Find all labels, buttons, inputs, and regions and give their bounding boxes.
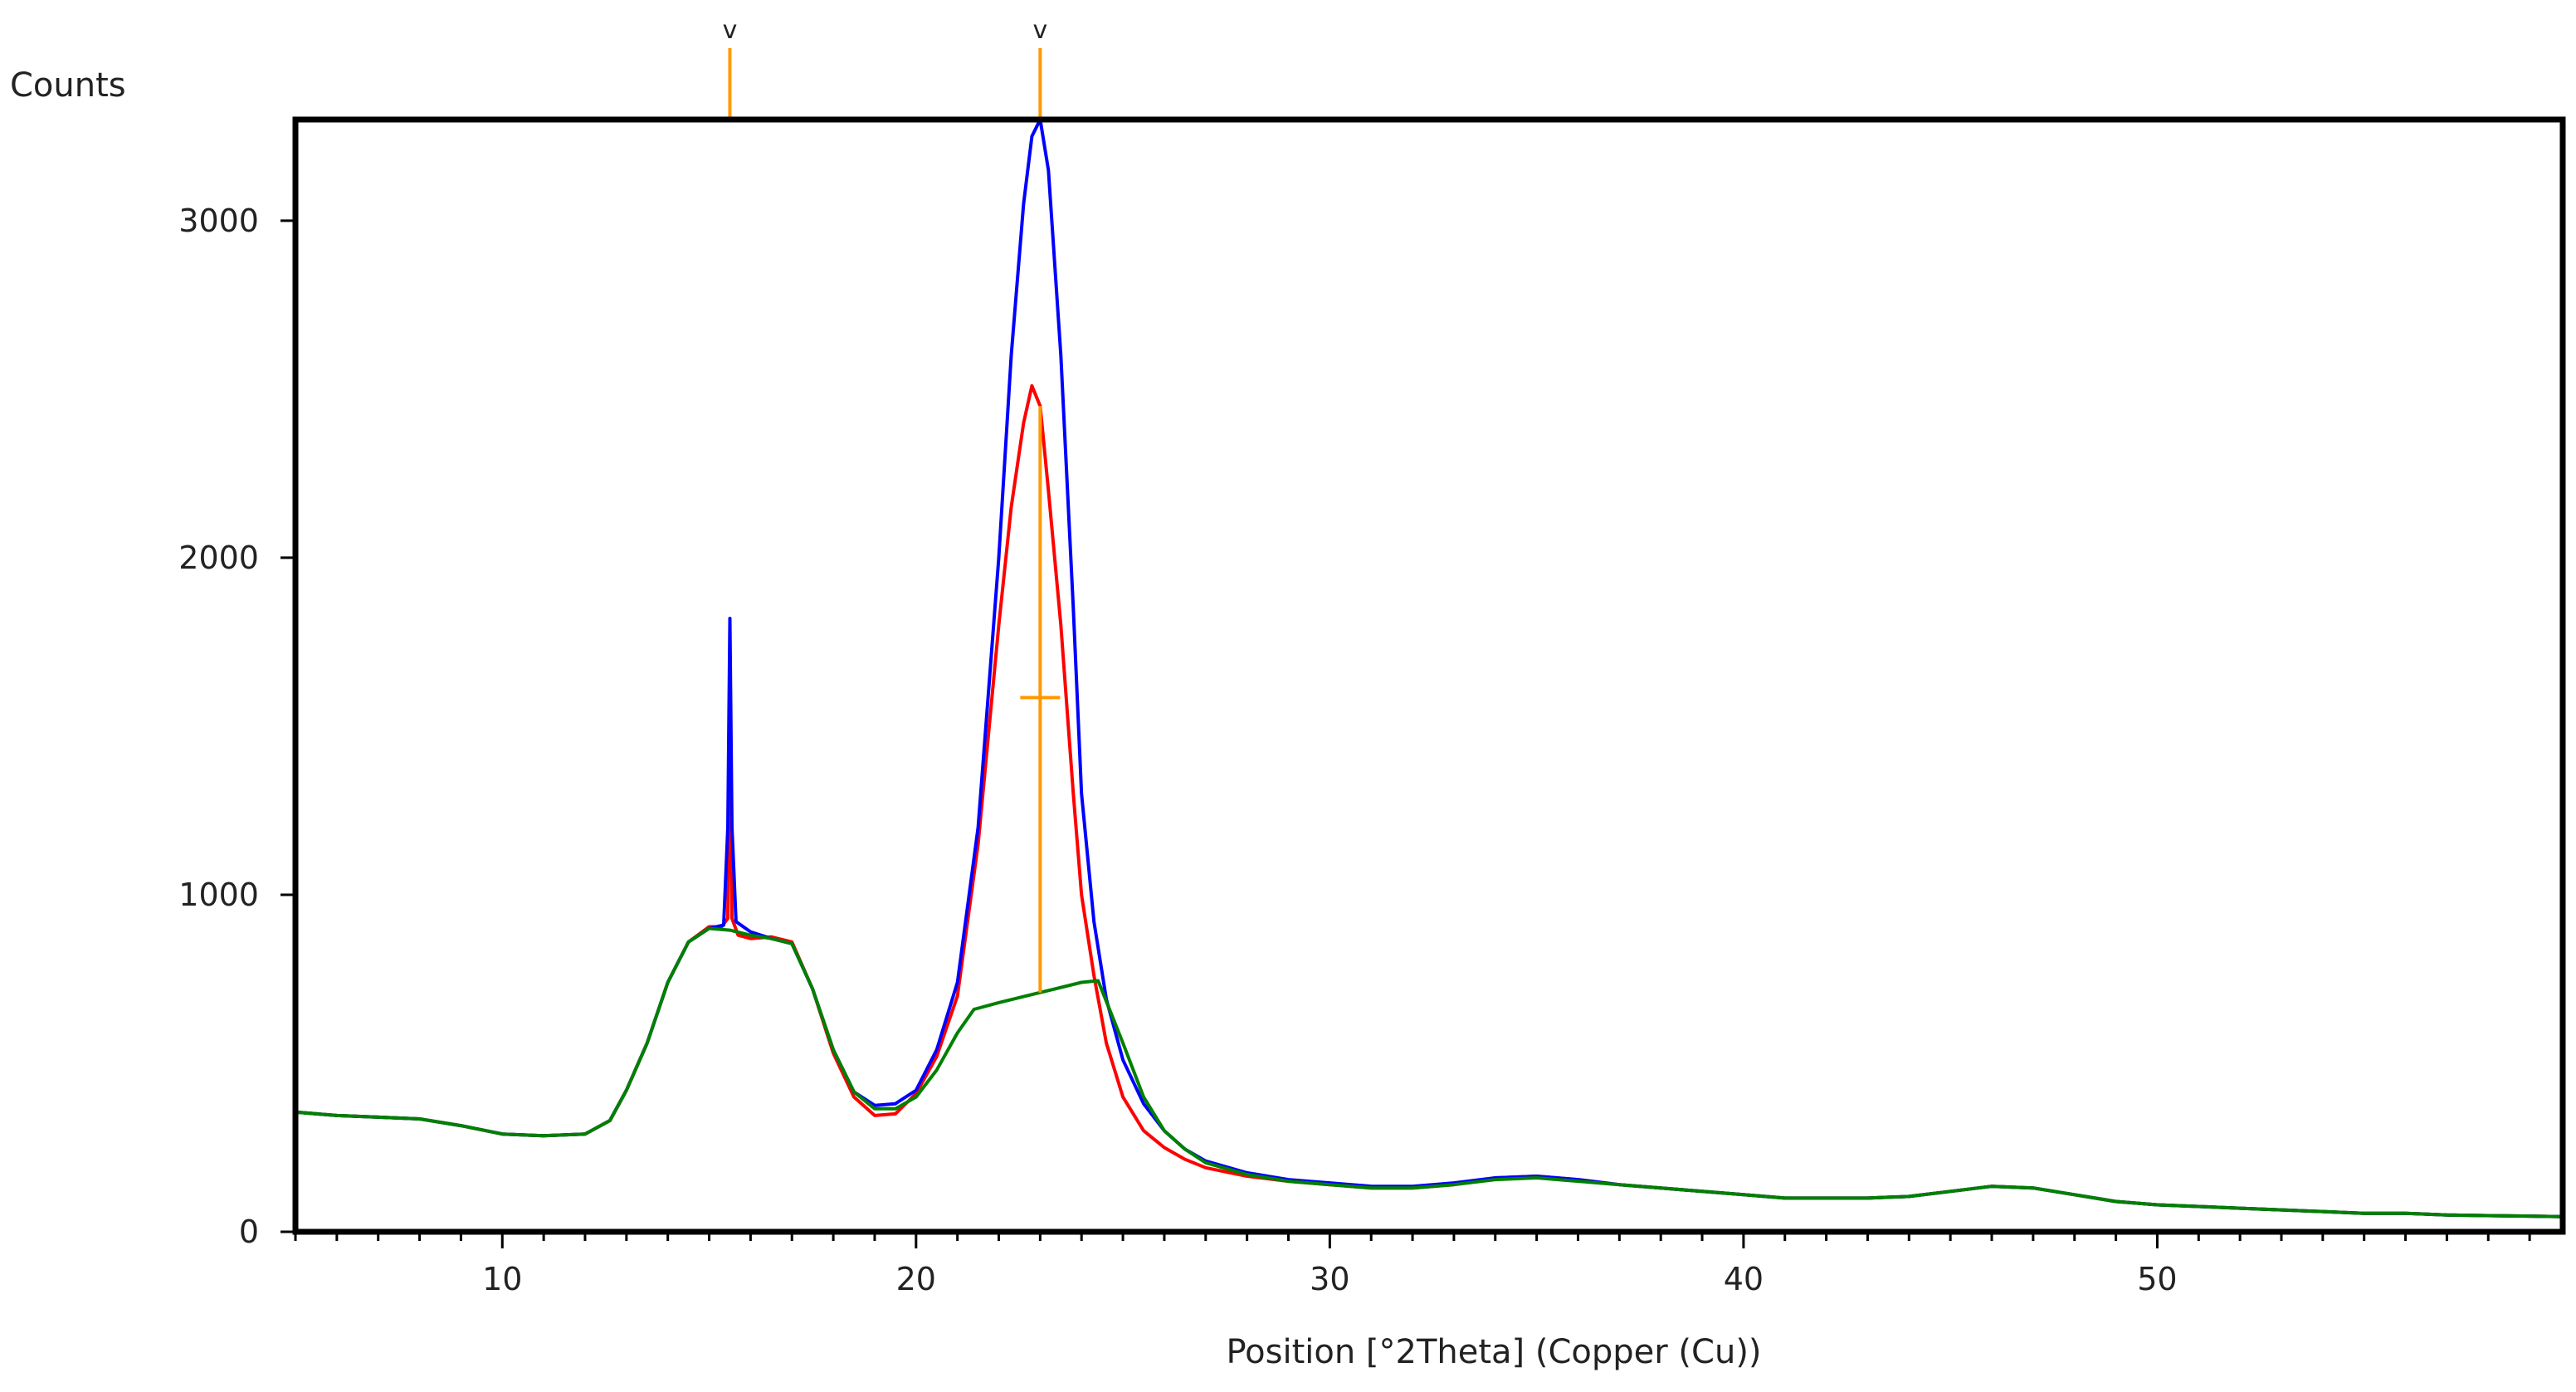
y-tick-label: 2000 (178, 540, 259, 576)
y-tick-label: 1000 (178, 877, 259, 913)
peak-fit-layer (1020, 406, 1061, 993)
calculated-series-line (295, 118, 2564, 1219)
observed-series-line (295, 383, 2564, 1219)
x-tick-label: 20 (896, 1261, 936, 1297)
peak-marker-label: v (1032, 16, 1047, 45)
background-series-line (295, 926, 2564, 1219)
tick-layer: 10 20 30 40 50 0 1000 2000 3000 (178, 203, 2531, 1297)
x-tick-label: 30 (1310, 1261, 1349, 1297)
peak-marker-label: v (723, 16, 738, 45)
x-tick-label: 40 (1724, 1261, 1764, 1297)
x-tick-label: 10 (482, 1261, 522, 1297)
x-axis-title: Position [°2Theta] (Copper (Cu)) (1226, 1333, 1761, 1371)
x-tick-label: 50 (2137, 1261, 2177, 1297)
plot-frame (292, 116, 2566, 1235)
series-layer (295, 118, 2564, 1219)
y-tick-label: 0 (239, 1214, 259, 1250)
y-axis-title: Counts (10, 66, 126, 105)
y-tick-label: 3000 (178, 203, 259, 239)
